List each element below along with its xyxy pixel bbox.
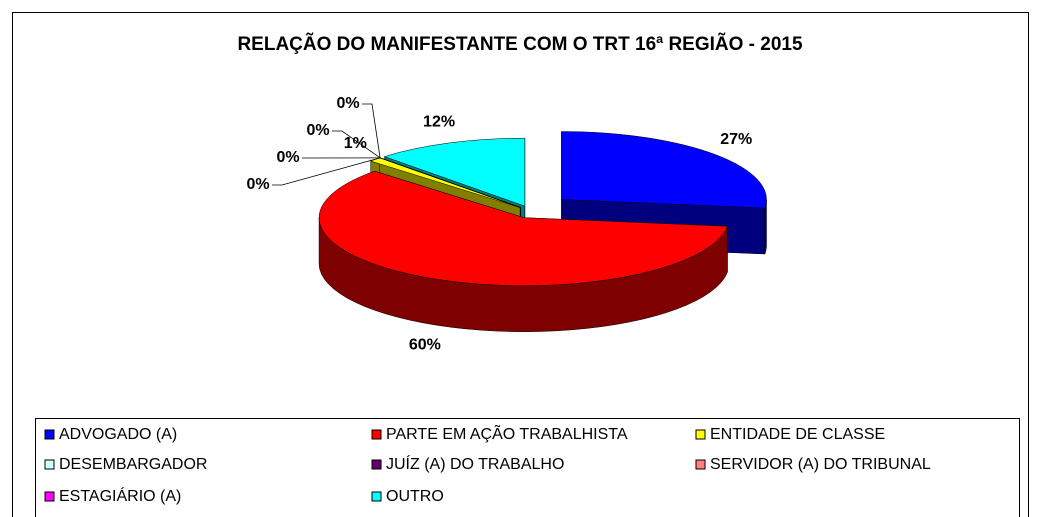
pie-tops [318,131,767,286]
value-label: 12% [423,114,455,131]
value-label: 0% [276,149,299,166]
legend-swatch [44,491,55,502]
value-label: 0% [336,95,359,112]
legend-label: ENTIDADE DE CLASSE [710,426,885,443]
legend-box [35,418,1020,517]
legend-label: ADVOGADO (A) [59,426,177,443]
legend-swatch [44,429,55,440]
legend-label: ESTAGIÁRIO (A) [59,486,181,505]
leader-line [272,157,381,186]
legend-label: JUÍZ (A) DO TRABALHO [386,454,564,473]
legend-swatch [371,459,382,470]
leader-line [362,103,381,158]
pie-slice [318,170,728,286]
value-label: 0% [306,122,329,139]
value-label: 0% [246,176,269,193]
legend-swatch [371,491,382,502]
legend-swatch [44,459,55,470]
legend-label: SERVIDOR (A) DO TRIBUNAL [710,456,931,473]
pie-slice [561,131,767,209]
legend-label: DESEMBARGADOR [59,456,207,473]
legend-swatch [371,429,382,440]
chart-title: RELAÇÃO DO MANIFESTANTE COM O TRT 16ª RE… [237,33,803,55]
value-label: 27% [720,131,752,148]
leader-line [332,130,381,159]
value-label: 60% [409,336,441,353]
legend-swatch [695,429,706,440]
value-label: 1% [344,135,367,152]
legend-swatch [695,459,706,470]
legend-label: PARTE EM AÇÃO TRABALHISTA [386,423,628,443]
pie-slice [383,137,526,207]
legend-label: OUTRO [386,488,444,505]
